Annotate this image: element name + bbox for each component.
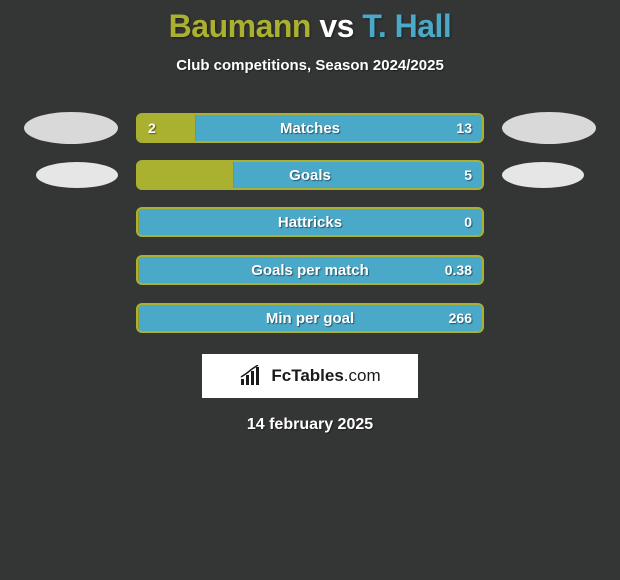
stat-bar-left-fill [138, 162, 234, 188]
logo-tld: .com [344, 366, 381, 385]
logo-box[interactable]: FcTables.com [202, 354, 418, 398]
stat-row: Hattricks0 [0, 206, 620, 238]
player1-name: Baumann [169, 8, 311, 44]
stat-bar: 2Matches13 [136, 113, 484, 143]
player2-name: T. Hall [362, 8, 451, 44]
stat-row: Min per goal266 [0, 302, 620, 334]
stat-right-value: 0 [464, 209, 472, 235]
stat-bar: Goals5 [136, 160, 484, 190]
stat-right-value: 5 [464, 162, 472, 188]
stat-bar: Hattricks0 [136, 207, 484, 237]
stat-bar: Goals per match0.38 [136, 255, 484, 285]
stat-bar-left-fill [138, 305, 139, 331]
stat-right-value: 266 [449, 305, 472, 331]
bar-chart-icon [239, 365, 265, 387]
stat-row: Goals5 [0, 160, 620, 190]
logo-brand: FcTables [271, 366, 343, 385]
stat-bar-left-fill [138, 209, 139, 235]
stat-row: 2Matches13 [0, 112, 620, 144]
player2-ellipse-icon [502, 112, 596, 144]
player1-ellipse-icon [24, 112, 118, 144]
subtitle: Club competitions, Season 2024/2025 [0, 57, 620, 74]
stat-bar: Min per goal266 [136, 303, 484, 333]
stat-bar-left-fill [138, 257, 139, 283]
player1-ellipse-icon [36, 162, 118, 188]
stat-label: Goals per match [138, 257, 482, 283]
stat-right-value: 13 [456, 115, 472, 141]
player2-ellipse-icon [502, 162, 584, 188]
stat-row: Goals per match0.38 [0, 254, 620, 286]
vs-text: vs [319, 8, 354, 44]
logo-text: FcTables.com [271, 366, 380, 386]
stat-bar-left-fill [138, 115, 196, 141]
stat-rows: 2Matches13 Goals5 Hattricks0 Goals per matc… [0, 112, 620, 334]
stat-right-value: 0.38 [445, 257, 472, 283]
comparison-title: Baumann vs T. Hall [0, 8, 620, 45]
stat-label: Min per goal [138, 305, 482, 331]
stat-label: Hattricks [138, 209, 482, 235]
date-text: 14 february 2025 [0, 416, 620, 434]
header: Baumann vs T. Hall Club competitions, Se… [0, 0, 620, 74]
